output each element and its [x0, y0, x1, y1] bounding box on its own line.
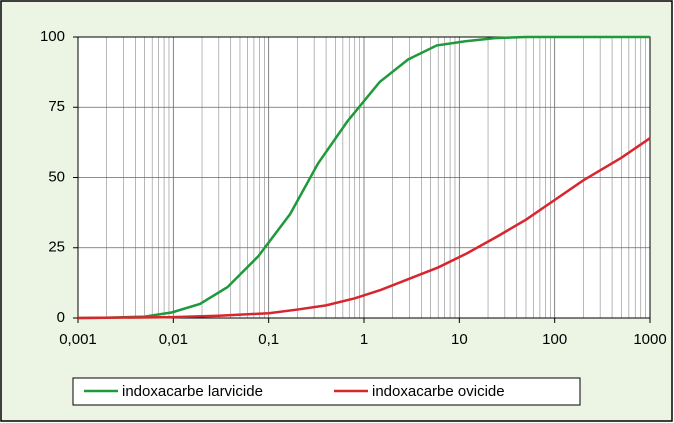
legend-box — [72, 377, 581, 406]
x-tick-label: 0,001 — [59, 331, 97, 348]
x-tick-label: 10 — [451, 331, 468, 348]
y-tick-label: 100 — [40, 28, 65, 45]
x-tick-label: 0,1 — [258, 331, 279, 348]
legend-label: indoxacarbe larvicide — [122, 383, 263, 400]
y-tick-label: 75 — [48, 98, 65, 115]
legend-label: indoxacarbe ovicide — [372, 383, 505, 400]
y-tick-label: 25 — [48, 239, 65, 256]
series-line — [77, 137, 651, 320]
x-tick-label: 1 — [360, 331, 368, 348]
x-tick-label: 1000 — [633, 331, 666, 348]
x-tick-label: 0,01 — [159, 331, 188, 348]
x-tick-label: 100 — [542, 331, 567, 348]
series-line — [77, 35, 650, 320]
y-tick-label: 50 — [48, 168, 65, 185]
y-tick-label: 0 — [57, 309, 65, 326]
plot-border — [77, 36, 651, 319]
